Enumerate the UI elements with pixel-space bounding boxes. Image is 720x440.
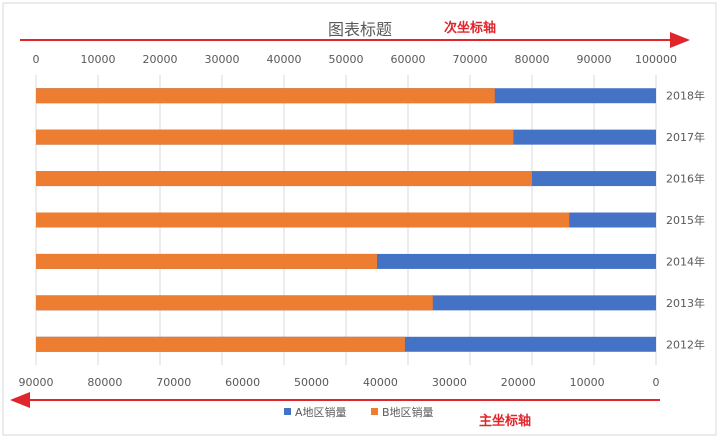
secondary-tick-label: 0 [33,53,40,66]
secondary-tick-label: 60000 [391,53,426,66]
primary-axis-ticks: 90000 80000 70000 60000 50000 40000 30000 20000… [19,376,660,389]
secondary-axis-annotation: 次坐标轴 [444,20,496,36]
primary-tick-label: 80000 [87,376,122,389]
series-b-bars [36,88,570,352]
category-label: 2013年 [666,296,705,310]
primary-tick-label: 90000 [19,376,54,389]
primary-axis-arrowhead [10,392,30,408]
secondary-tick-label: 80000 [515,53,550,66]
bar-b [36,295,433,311]
secondary-tick-label: 30000 [205,53,240,66]
primary-tick-label: 40000 [363,376,398,389]
category-label: 2015年 [666,213,705,227]
secondary-tick-label: 20000 [143,53,178,66]
bar-b [36,88,495,104]
bar-b [36,129,514,145]
primary-tick-label: 30000 [432,376,467,389]
category-label: 2018年 [666,89,705,103]
category-label: 2016年 [666,172,705,186]
bar-b [36,171,532,187]
category-labels: 2018年 2017年 2016年 2015年 2014年 2013年 2012年 [666,89,705,352]
primary-tick-label: 20000 [501,376,536,389]
secondary-tick-label: 90000 [577,53,612,66]
category-label: 2014年 [666,254,705,268]
secondary-tick-label: 50000 [329,53,364,66]
primary-tick-label: 70000 [156,376,191,389]
primary-tick-label: 60000 [225,376,260,389]
legend-swatch-a [284,408,291,415]
secondary-tick-label: 40000 [267,53,302,66]
secondary-tick-label: 100000 [635,53,677,66]
secondary-axis-ticks: 0 10000 20000 30000 40000 50000 60000 70000 8000… [33,53,678,66]
secondary-tick-label: 70000 [453,53,488,66]
legend-label-a: A地区销量 [295,405,347,419]
legend-swatch-b [371,408,378,415]
primary-tick-label: 50000 [294,376,329,389]
bar-b [36,336,405,352]
legend: A地区销量 B地区销量 [284,405,434,419]
bar-b [36,253,377,269]
legend-label-b: B地区销量 [382,405,434,419]
chart-title: 图表标题 [328,20,392,39]
primary-tick-label: 0 [653,376,660,389]
category-label: 2017年 [666,130,705,144]
primary-tick-label: 10000 [570,376,605,389]
bar-b [36,212,570,228]
secondary-tick-label: 10000 [81,53,116,66]
category-label: 2012年 [666,337,705,351]
primary-axis-annotation: 主坐标轴 [479,413,531,429]
secondary-axis-arrowhead [670,32,690,48]
